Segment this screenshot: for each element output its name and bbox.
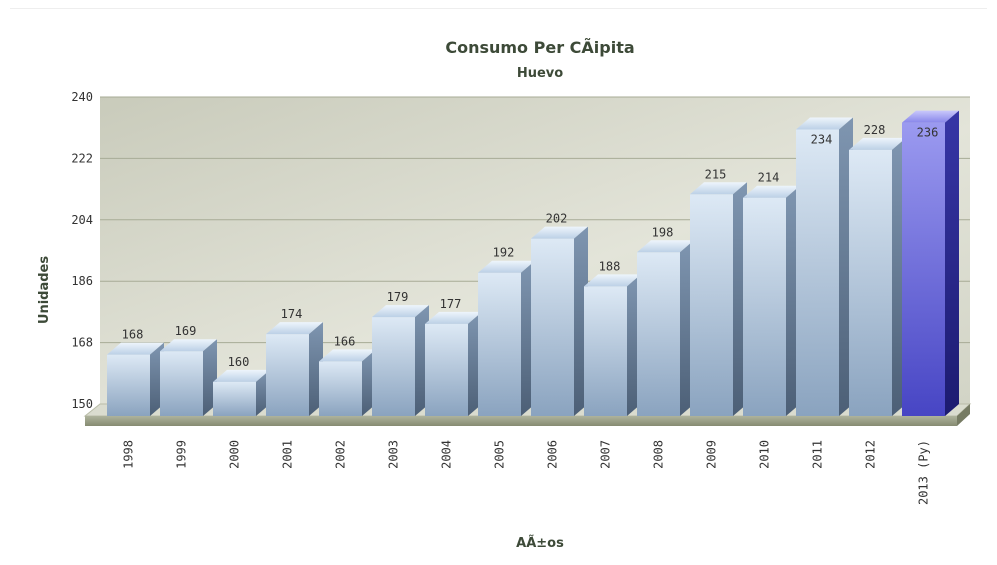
floor-front: [85, 416, 957, 426]
data-label: 202: [546, 212, 568, 226]
bar-2002: 166: [319, 334, 376, 416]
bar-top: [849, 137, 906, 150]
bar-top: [478, 260, 535, 273]
y-tick-label: 222: [71, 151, 93, 165]
chart-title: Consumo Per CÃipita: [445, 38, 634, 57]
x-axis-ticks: 1998 1999 2000 2001 2002 2003 2004 2005 2006 2007…: [122, 440, 931, 505]
y-tick-label: 240: [71, 90, 93, 104]
x-tick-label: 2009: [705, 440, 719, 469]
y-tick-label: 204: [71, 213, 93, 227]
bar-2001: 174: [266, 307, 323, 416]
data-label: 215: [705, 167, 727, 181]
bar-front: [531, 238, 574, 416]
bar-2012: 228: [849, 123, 906, 416]
data-label: 174: [281, 307, 303, 321]
bar-front: [478, 272, 521, 416]
bar-front: [160, 351, 203, 416]
y-axis-ticks: 150 168 186 204 222 240: [71, 90, 93, 411]
data-label: 214: [758, 171, 780, 185]
bar-front: [107, 354, 150, 416]
x-tick-label: 2007: [599, 440, 613, 469]
data-label: 198: [652, 225, 674, 239]
bar-front: [796, 129, 839, 416]
x-tick-label: 2002: [334, 440, 348, 469]
bar-front: [902, 122, 945, 417]
top-divider: [10, 8, 987, 9]
bar-top: [637, 240, 694, 253]
bar-top: [266, 322, 323, 335]
bar-top: [902, 110, 959, 123]
data-label: 160: [228, 355, 250, 369]
bar-2013 (Py): 236: [902, 110, 959, 417]
data-label: 177: [440, 297, 462, 311]
x-tick-label: 2011: [811, 440, 825, 469]
data-label: 236: [917, 126, 939, 140]
x-tick-label: 1998: [122, 440, 136, 469]
bar-front: [690, 194, 733, 416]
bar-front: [319, 361, 362, 416]
data-label: 168: [122, 328, 144, 342]
x-tick-label: 2003: [387, 440, 401, 469]
data-label: 179: [387, 290, 409, 304]
bar-front: [372, 317, 415, 416]
bar-2011: 234: [796, 117, 853, 416]
bar-side: [945, 110, 959, 417]
bar-1999: 169: [160, 324, 217, 416]
bar-top: [584, 274, 641, 287]
bar-front: [584, 286, 627, 416]
bar-front: [266, 334, 309, 416]
bar-2007: 188: [584, 259, 641, 416]
bar-top: [425, 311, 482, 324]
bars: 168 169 160 174 166 179 177 192 202 188 198 215 214 2…: [107, 110, 959, 417]
bar-top: [531, 226, 588, 239]
x-tick-label: 2000: [228, 440, 242, 469]
floor-side: [957, 404, 970, 426]
bar-front: [213, 381, 256, 416]
x-tick-label: 2005: [493, 440, 507, 469]
x-tick-label: 2010: [758, 440, 772, 469]
data-label: 192: [493, 246, 515, 260]
bar-2006: 202: [531, 212, 588, 416]
bar-top: [372, 305, 429, 318]
bar-front: [637, 252, 680, 416]
bar-top: [319, 349, 376, 362]
y-tick-label: 186: [71, 274, 93, 288]
bar-top: [160, 339, 217, 352]
data-label: 169: [175, 324, 197, 338]
data-label: 166: [334, 334, 356, 348]
data-label: 188: [599, 259, 621, 273]
x-tick-label: 2006: [546, 440, 560, 469]
bar-1998: 168: [107, 328, 164, 416]
x-axis-label: AÃ±os: [516, 535, 564, 551]
bar-front: [425, 323, 468, 416]
bar-top: [743, 185, 800, 198]
y-tick-label: 168: [71, 336, 93, 350]
bar-2008: 198: [637, 225, 694, 416]
bar-top: [213, 369, 270, 382]
x-tick-label: 2012: [864, 440, 878, 469]
y-axis-label: Unidades: [37, 256, 52, 324]
x-tick-label: 2013 (Py): [917, 440, 931, 505]
x-tick-label: 2004: [440, 440, 454, 469]
x-tick-label: 2008: [652, 440, 666, 469]
bar-front: [743, 197, 786, 416]
chart-subtitle: Huevo: [517, 66, 563, 81]
bar-top: [107, 342, 164, 355]
bar-2009: 215: [690, 167, 747, 416]
bar-2005: 192: [478, 246, 535, 416]
bar-front: [849, 149, 892, 416]
x-tick-label: 1999: [175, 440, 189, 469]
y-tick-label: 150: [71, 397, 93, 411]
data-label: 228: [864, 123, 886, 137]
bar-top: [796, 117, 853, 130]
bar-top: [690, 182, 747, 195]
bar-2010: 214: [743, 171, 800, 416]
data-label: 234: [811, 132, 833, 146]
x-tick-label: 2001: [281, 440, 295, 469]
